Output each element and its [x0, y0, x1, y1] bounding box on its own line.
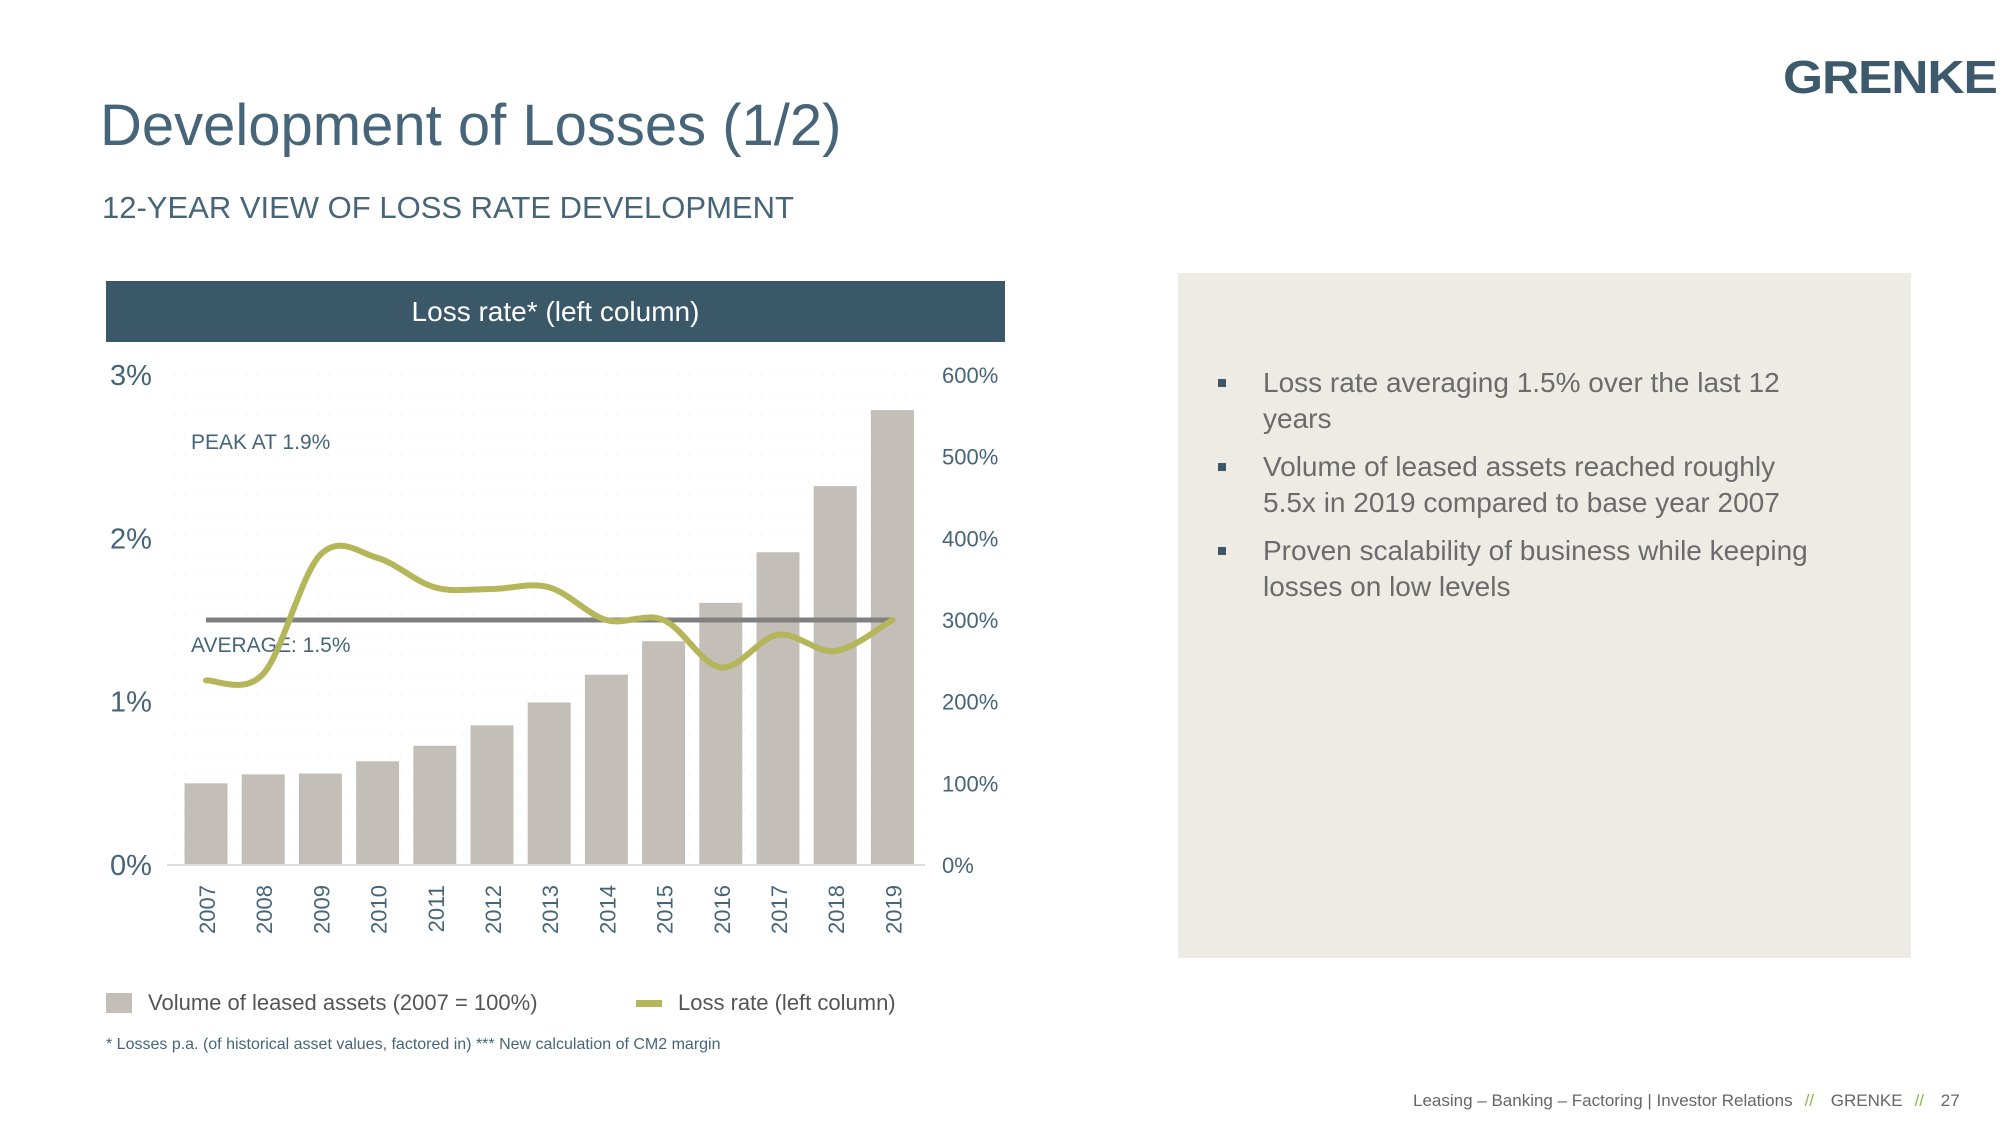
left-tick-label: 0%: [110, 850, 152, 882]
legend-item-loss-rate: Loss rate (left column): [636, 990, 896, 1016]
legend-label: Loss rate (left column): [678, 990, 896, 1015]
x-tick-label: 2017: [767, 885, 792, 934]
page-subtitle: 12-YEAR VIEW OF LOSS RATE DEVELOPMENT: [102, 190, 794, 225]
right-tick-label: 200%: [942, 690, 998, 715]
loss-rate-line: [203, 542, 896, 688]
right-tick-label: 400%: [942, 526, 998, 551]
x-tick-label: 2013: [538, 885, 563, 934]
bar-2008: [241, 774, 285, 865]
bar-2011: [413, 745, 457, 865]
bullet-square-icon: [1218, 463, 1226, 471]
page-title: Development of Losses (1/2): [100, 93, 842, 158]
x-tick-label: 2007: [195, 885, 220, 934]
bar-2019: [870, 410, 914, 865]
left-tick-label: 2%: [110, 523, 152, 555]
page-number: 27: [1940, 1091, 1960, 1110]
right-tick-label: 500%: [942, 445, 998, 470]
bar-2009: [298, 773, 342, 865]
x-tick-label: 2016: [710, 885, 735, 934]
x-tick-label: 2019: [881, 885, 906, 934]
footnote: * Losses p.a. (of historical asset value…: [106, 1036, 721, 1053]
right-tick-label: 100%: [942, 771, 998, 796]
bullet-item: Loss rate averaging 1.5% over the last 1…: [1218, 365, 1823, 437]
bullet-square-icon: [1218, 379, 1226, 387]
legend-swatch-bar: [106, 993, 132, 1013]
legend-swatch-line: [636, 999, 662, 1007]
chart-title: Loss rate* (left column): [106, 281, 1005, 342]
x-tick-label: 2009: [309, 885, 334, 934]
bullet-item: Volume of leased assets reached roughly …: [1218, 449, 1823, 521]
bar-2012: [470, 725, 514, 865]
bar-2014: [584, 674, 628, 865]
left-tick-label: 1%: [110, 687, 152, 719]
right-tick-label: 600%: [942, 363, 998, 388]
grenke-logo: GRENKE: [1783, 51, 1998, 103]
bar-2016: [699, 602, 743, 865]
x-tick-label: 2011: [424, 885, 449, 932]
bar-2018: [813, 486, 857, 865]
bar-2010: [356, 761, 400, 865]
bar-2015: [642, 641, 686, 865]
x-tick-label: 2010: [367, 885, 392, 934]
key-points-panel: Loss rate averaging 1.5% over the last 1…: [1178, 273, 1911, 958]
bar-2013: [527, 702, 571, 865]
combo-chart: 2007 2008 2009 2010 2011 2012 2013 2014 2015 2016…: [110, 360, 998, 934]
x-tick-label: 2015: [653, 885, 678, 934]
x-tick-label: 2018: [824, 885, 849, 934]
bullet-item: Proven scalability of business while kee…: [1218, 533, 1823, 605]
x-tick-label: 2014: [595, 885, 620, 934]
footer: Leasing – Banking – Factoring | Investor…: [1413, 1091, 1960, 1110]
average-label: AVERAGE: 1.5%: [191, 634, 351, 657]
peak-label: PEAK AT 1.9%: [191, 431, 330, 454]
legend-item-volume: Volume of leased assets (2007 = 100%): [106, 990, 538, 1016]
x-tick-label: 2008: [252, 885, 277, 934]
legend-label: Volume of leased assets (2007 = 100%): [148, 990, 538, 1015]
bar-2007: [184, 783, 228, 865]
x-tick-label: 2012: [481, 885, 506, 934]
left-tick-label: 3%: [110, 360, 152, 392]
right-tick-label: 300%: [942, 608, 998, 633]
bullet-square-icon: [1218, 547, 1226, 555]
right-tick-label: 0%: [942, 853, 974, 878]
bar-2017: [756, 552, 800, 865]
